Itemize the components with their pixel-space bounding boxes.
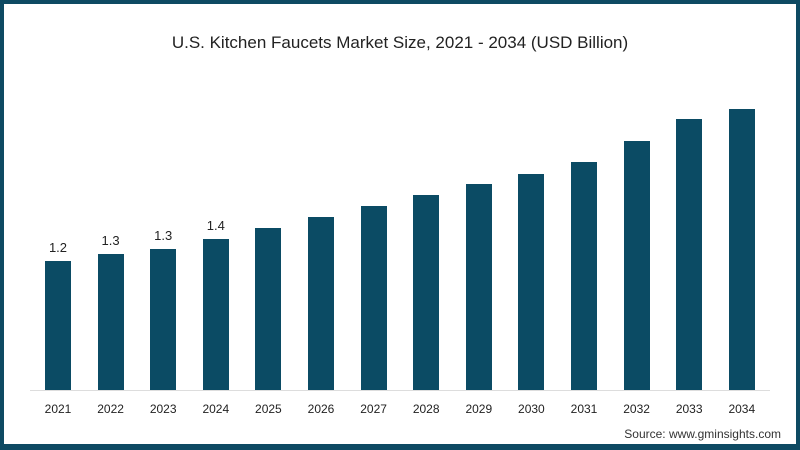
x-tick-label: 2028 xyxy=(412,402,440,416)
x-tick-label: 2026 xyxy=(307,402,335,416)
x-tick-label: 2034 xyxy=(728,402,756,416)
x-tick-label: 2025 xyxy=(255,402,282,416)
bar-2027 xyxy=(360,206,387,390)
data-label: 1.4 xyxy=(206,218,225,233)
x-tick-label: 2024 xyxy=(202,402,230,416)
x-axis-line xyxy=(30,390,770,391)
bar-2023 xyxy=(150,249,177,390)
bar-2032 xyxy=(623,141,650,390)
bar-2033 xyxy=(676,119,703,390)
x-tick-label: 2027 xyxy=(360,402,387,416)
bar-2025 xyxy=(255,228,282,390)
bar-2029 xyxy=(465,184,492,390)
bar-2021 xyxy=(45,261,71,390)
bar-2028 xyxy=(413,195,440,390)
x-tick-label: 2023 xyxy=(149,402,177,416)
x-tick-label: 2032 xyxy=(623,402,650,416)
x-tick-label: 2021 xyxy=(44,402,72,416)
data-label: 1.2 xyxy=(48,240,68,255)
bar-2030 xyxy=(518,174,545,390)
bar-2034 xyxy=(728,109,755,390)
bar-2022 xyxy=(97,254,124,390)
source-note: Source: www.gminsights.com xyxy=(624,427,781,441)
x-tick-label: 2031 xyxy=(570,402,598,416)
x-tick-label: 2022 xyxy=(97,402,124,416)
x-tick-label: 2033 xyxy=(675,402,703,416)
bar-2024 xyxy=(202,239,229,390)
bar-2031 xyxy=(571,162,597,390)
x-tick-label: 2030 xyxy=(518,402,545,416)
x-tick-label: 2029 xyxy=(465,402,493,416)
chart-frame xyxy=(4,4,796,444)
data-label: 1.3 xyxy=(154,228,173,243)
bar-2026 xyxy=(308,217,334,390)
chart-title: U.S. Kitchen Faucets Market Size, 2021 -… xyxy=(171,33,629,52)
data-label: 1.3 xyxy=(101,233,120,248)
